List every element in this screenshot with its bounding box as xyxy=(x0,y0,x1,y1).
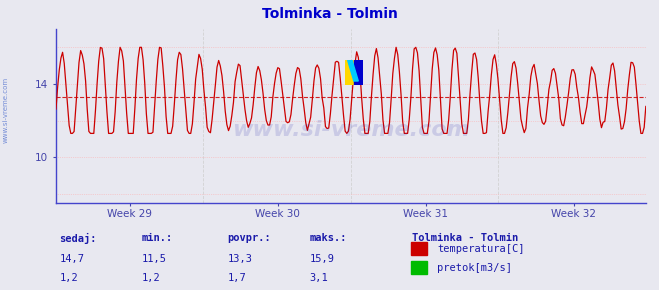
Text: Tolminka - Tolmin: Tolminka - Tolmin xyxy=(412,233,518,243)
Text: 1,7: 1,7 xyxy=(227,273,246,282)
Text: 1,2: 1,2 xyxy=(142,273,160,282)
Text: 3,1: 3,1 xyxy=(310,273,328,282)
Text: 11,5: 11,5 xyxy=(142,254,167,264)
Text: 14,7: 14,7 xyxy=(59,254,84,264)
Text: pretok[m3/s]: pretok[m3/s] xyxy=(437,263,512,273)
Text: 1,2: 1,2 xyxy=(59,273,78,282)
Text: www.si-vreme.com: www.si-vreme.com xyxy=(232,120,470,140)
Text: min.:: min.: xyxy=(142,233,173,243)
Text: 15,9: 15,9 xyxy=(310,254,335,264)
Text: temperatura[C]: temperatura[C] xyxy=(437,244,525,254)
Text: sedaj:: sedaj: xyxy=(59,233,97,244)
Text: 13,3: 13,3 xyxy=(227,254,252,264)
Text: www.si-vreme.com: www.si-vreme.com xyxy=(2,77,9,143)
Text: maks.:: maks.: xyxy=(310,233,347,243)
Text: Tolminka - Tolmin: Tolminka - Tolmin xyxy=(262,7,397,21)
Text: povpr.:: povpr.: xyxy=(227,233,271,243)
